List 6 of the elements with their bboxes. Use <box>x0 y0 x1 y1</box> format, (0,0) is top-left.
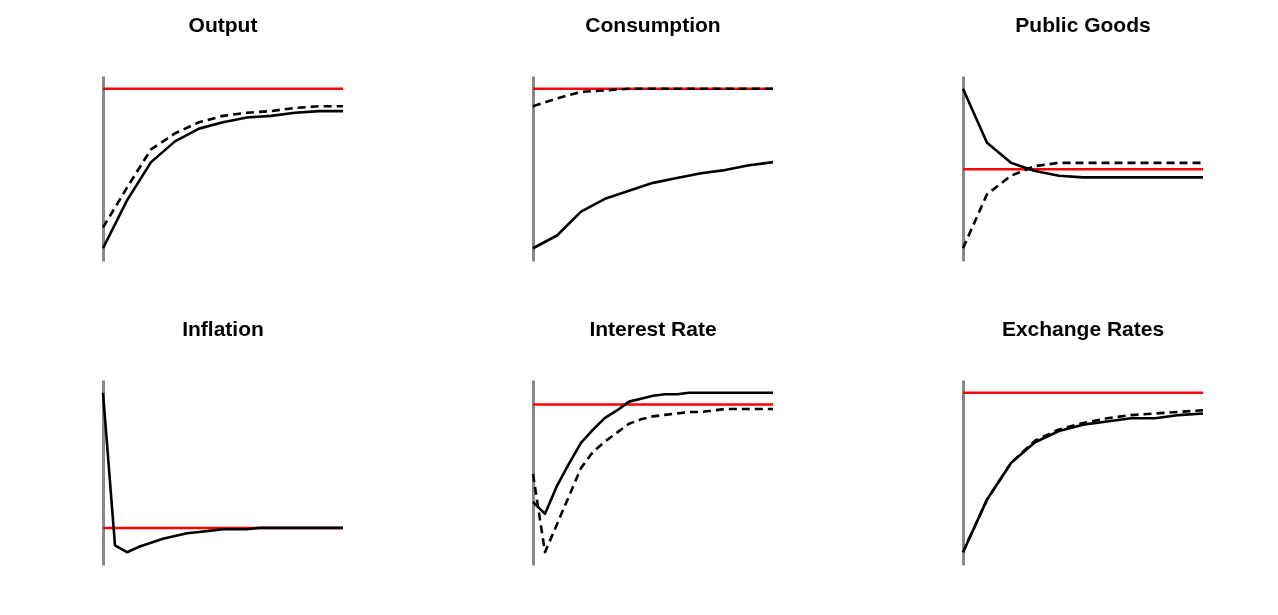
chart-title: Exchange Rates <box>1001 317 1165 340</box>
chart-title: Public Goods <box>1015 13 1151 36</box>
chart-title: Interest Rate <box>589 317 717 340</box>
chart-title: Consumption <box>585 13 721 36</box>
chart-title: Inflation <box>182 317 264 340</box>
chart-title: Output <box>188 13 258 36</box>
